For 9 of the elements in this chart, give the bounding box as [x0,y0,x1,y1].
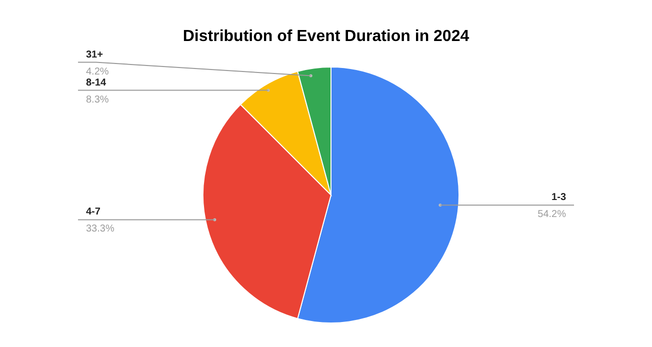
slice-label: 4-7 [86,206,101,218]
data-label: 8.3% [86,94,109,106]
slice-label: 31+ [86,49,104,60]
data-label: 33.3% [86,224,114,235]
slice-label: 1-3 [552,192,566,204]
chart-title: Distribution of Event Duration in 2024 [182,28,470,46]
data-label: 54.2% [538,209,566,220]
slice-label: 8-14 [86,77,106,88]
data-label: 4.2% [86,66,109,78]
